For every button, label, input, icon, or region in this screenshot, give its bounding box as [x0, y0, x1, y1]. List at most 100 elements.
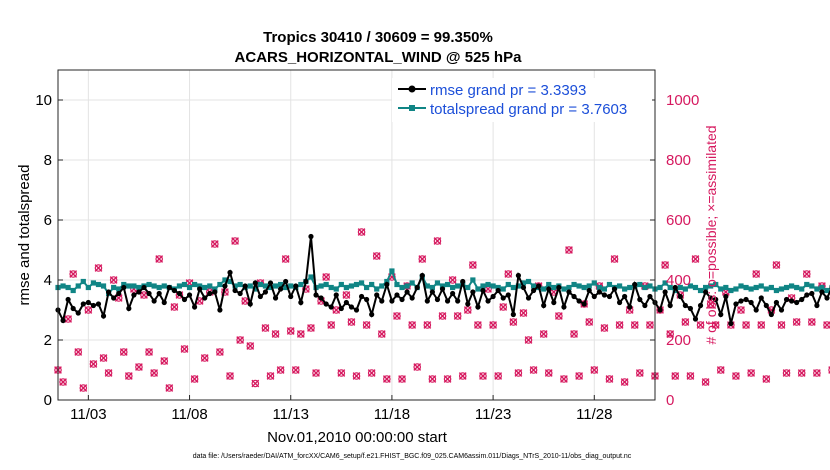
obs-assimilated-marker: [620, 378, 629, 386]
totalspread-marker: [126, 283, 132, 289]
obs-assimilated-marker: [352, 372, 361, 380]
totalspread-marker: [627, 284, 633, 291]
obs-possible-marker: [423, 321, 432, 329]
rmse-marker: [222, 283, 228, 289]
obs-possible-marker: [469, 261, 477, 269]
totalspread-marker: [227, 278, 233, 285]
obs-assimilated-marker: [180, 345, 189, 353]
rmse-marker: [242, 283, 248, 289]
totalspread-marker: [692, 284, 699, 291]
obs-possible-marker: [155, 255, 163, 263]
totalspread-marker: [450, 284, 456, 291]
y-right-tick-label: 600: [666, 212, 691, 229]
obs-assimilated-marker: [251, 379, 260, 388]
rmse-marker: [156, 290, 162, 297]
rmse-marker: [470, 289, 476, 295]
obs-possible-marker: [762, 375, 771, 383]
rmse-marker: [773, 299, 780, 306]
totalspread-marker: [490, 283, 496, 289]
rmse-marker: [455, 298, 461, 304]
obs-possible-marker: [438, 312, 447, 320]
y-tick-label: 8: [44, 152, 52, 169]
totalspread-marker: [510, 284, 516, 291]
obs-possible-marker: [590, 366, 599, 374]
rmse-marker: [161, 299, 167, 306]
obs-assimilated-marker: [408, 321, 417, 329]
rmse-marker: [586, 287, 592, 294]
obs-assimilated-marker: [802, 270, 811, 278]
rmse-marker: [515, 272, 521, 279]
rmse-marker: [758, 295, 764, 301]
obs-assimilated-marker: [468, 261, 477, 269]
obs-assimilated-marker: [433, 237, 442, 245]
rmse-marker: [738, 298, 744, 304]
obs-assimilated-marker: [539, 330, 548, 338]
obs-possible-marker: [529, 366, 538, 374]
totalspread-marker: [541, 286, 547, 292]
obs-possible-marker: [266, 372, 275, 380]
obs-possible-marker: [342, 291, 351, 299]
obs-possible-marker: [398, 375, 406, 383]
obs-possible-marker: [231, 237, 239, 245]
totalspread-marker: [500, 286, 506, 292]
obs-assimilated-marker: [342, 291, 351, 299]
x-tick-label: 11/18: [374, 406, 410, 423]
obs-possible-marker: [828, 366, 830, 374]
obs-possible-marker: [428, 375, 437, 383]
totalspread-marker: [758, 283, 764, 289]
totalspread-marker: [591, 280, 597, 286]
rmse-marker: [364, 296, 370, 303]
totalspread-marker: [566, 284, 572, 291]
rmse-marker: [389, 298, 395, 304]
y-right-tick-label: 1000: [666, 92, 699, 109]
obs-assimilated-marker: [757, 321, 766, 329]
obs-assimilated-marker: [797, 369, 806, 377]
totalspread-marker: [278, 281, 284, 288]
obs-assimilated-marker: [615, 321, 624, 329]
totalspread-marker: [748, 286, 754, 292]
y-right-tick-label: 0: [666, 392, 674, 409]
totalspread-marker: [753, 284, 759, 291]
rmse-marker: [672, 284, 678, 291]
totalspread-marker: [151, 283, 157, 289]
rmse-marker: [262, 289, 269, 295]
obs-assimilated-marker: [84, 306, 93, 314]
totalspread-marker: [682, 286, 688, 292]
obs-possible-marker: [671, 372, 680, 380]
obs-possible-marker: [312, 369, 320, 377]
totalspread-marker: [480, 283, 486, 289]
rmse-marker: [414, 284, 420, 291]
obs-assimilated-marker: [124, 372, 133, 380]
obs-possible-marker: [474, 321, 482, 329]
totalspread-marker: [434, 280, 441, 286]
obs-assimilated-marker: [792, 318, 801, 326]
obs-possible-marker: [464, 306, 472, 314]
rmse-marker: [697, 302, 704, 309]
rmse-marker: [75, 310, 81, 316]
obs-assimilated-marker: [322, 273, 331, 281]
rmse-marker: [450, 290, 456, 297]
obs-assimilated-marker: [367, 369, 376, 377]
totalspread-marker: [586, 283, 592, 289]
obs-possible-marker: [59, 378, 67, 386]
obs-assimilated-marker: [382, 375, 391, 383]
obs-assimilated-marker: [686, 372, 695, 380]
obs-assimilated-marker: [291, 366, 300, 374]
obs-assimilated-marker: [509, 318, 518, 326]
rmse-marker: [217, 307, 223, 313]
rmse-marker: [176, 290, 183, 297]
obs-possible-marker: [544, 369, 553, 377]
totalspread-marker: [75, 283, 81, 289]
rmse-marker: [495, 287, 501, 294]
obs-assimilated-marker: [691, 255, 700, 263]
totalspread-marker: [333, 286, 339, 292]
footnote: data file: /Users/raeder/DAI/ATM_forcXX/…: [193, 453, 632, 460]
rmse-marker: [611, 286, 618, 292]
obs-possible-marker: [504, 270, 513, 278]
obs-possible-marker: [79, 384, 88, 392]
totalspread-marker: [743, 284, 749, 291]
rmse-marker: [126, 305, 132, 312]
obs-possible-marker: [291, 366, 300, 374]
totalspread-marker: [485, 281, 491, 288]
